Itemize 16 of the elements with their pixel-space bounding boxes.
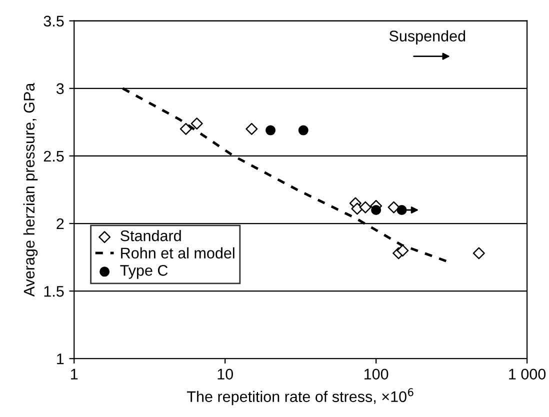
y-tick-label: 3.5 bbox=[44, 16, 64, 27]
x-axis-title: The repetition rate of stress, ×10$^{6}$ bbox=[187, 388, 414, 406]
x-tick-label: 1 000 bbox=[509, 368, 546, 380]
annotation: Suspended bbox=[389, 30, 466, 44]
y-tick-label: 2.5 bbox=[44, 150, 64, 162]
y-tick-label: 1 bbox=[57, 354, 64, 364]
y-axis-title: Average herzian pressure, GPa bbox=[23, 82, 38, 297]
x-tick-label: 100 bbox=[364, 368, 388, 380]
y-tick-label: 2 bbox=[56, 218, 64, 230]
x-tick-label: 1 bbox=[71, 368, 78, 380]
legend-label: Standard bbox=[120, 230, 181, 242]
y-tick-label: 3 bbox=[56, 83, 64, 94]
legend-label: Rohn et al model bbox=[121, 247, 234, 259]
x-tick-label: 10 bbox=[218, 368, 233, 380]
y-tick-label: 1.5 bbox=[44, 286, 64, 297]
legend-label: Type C bbox=[120, 265, 168, 279]
